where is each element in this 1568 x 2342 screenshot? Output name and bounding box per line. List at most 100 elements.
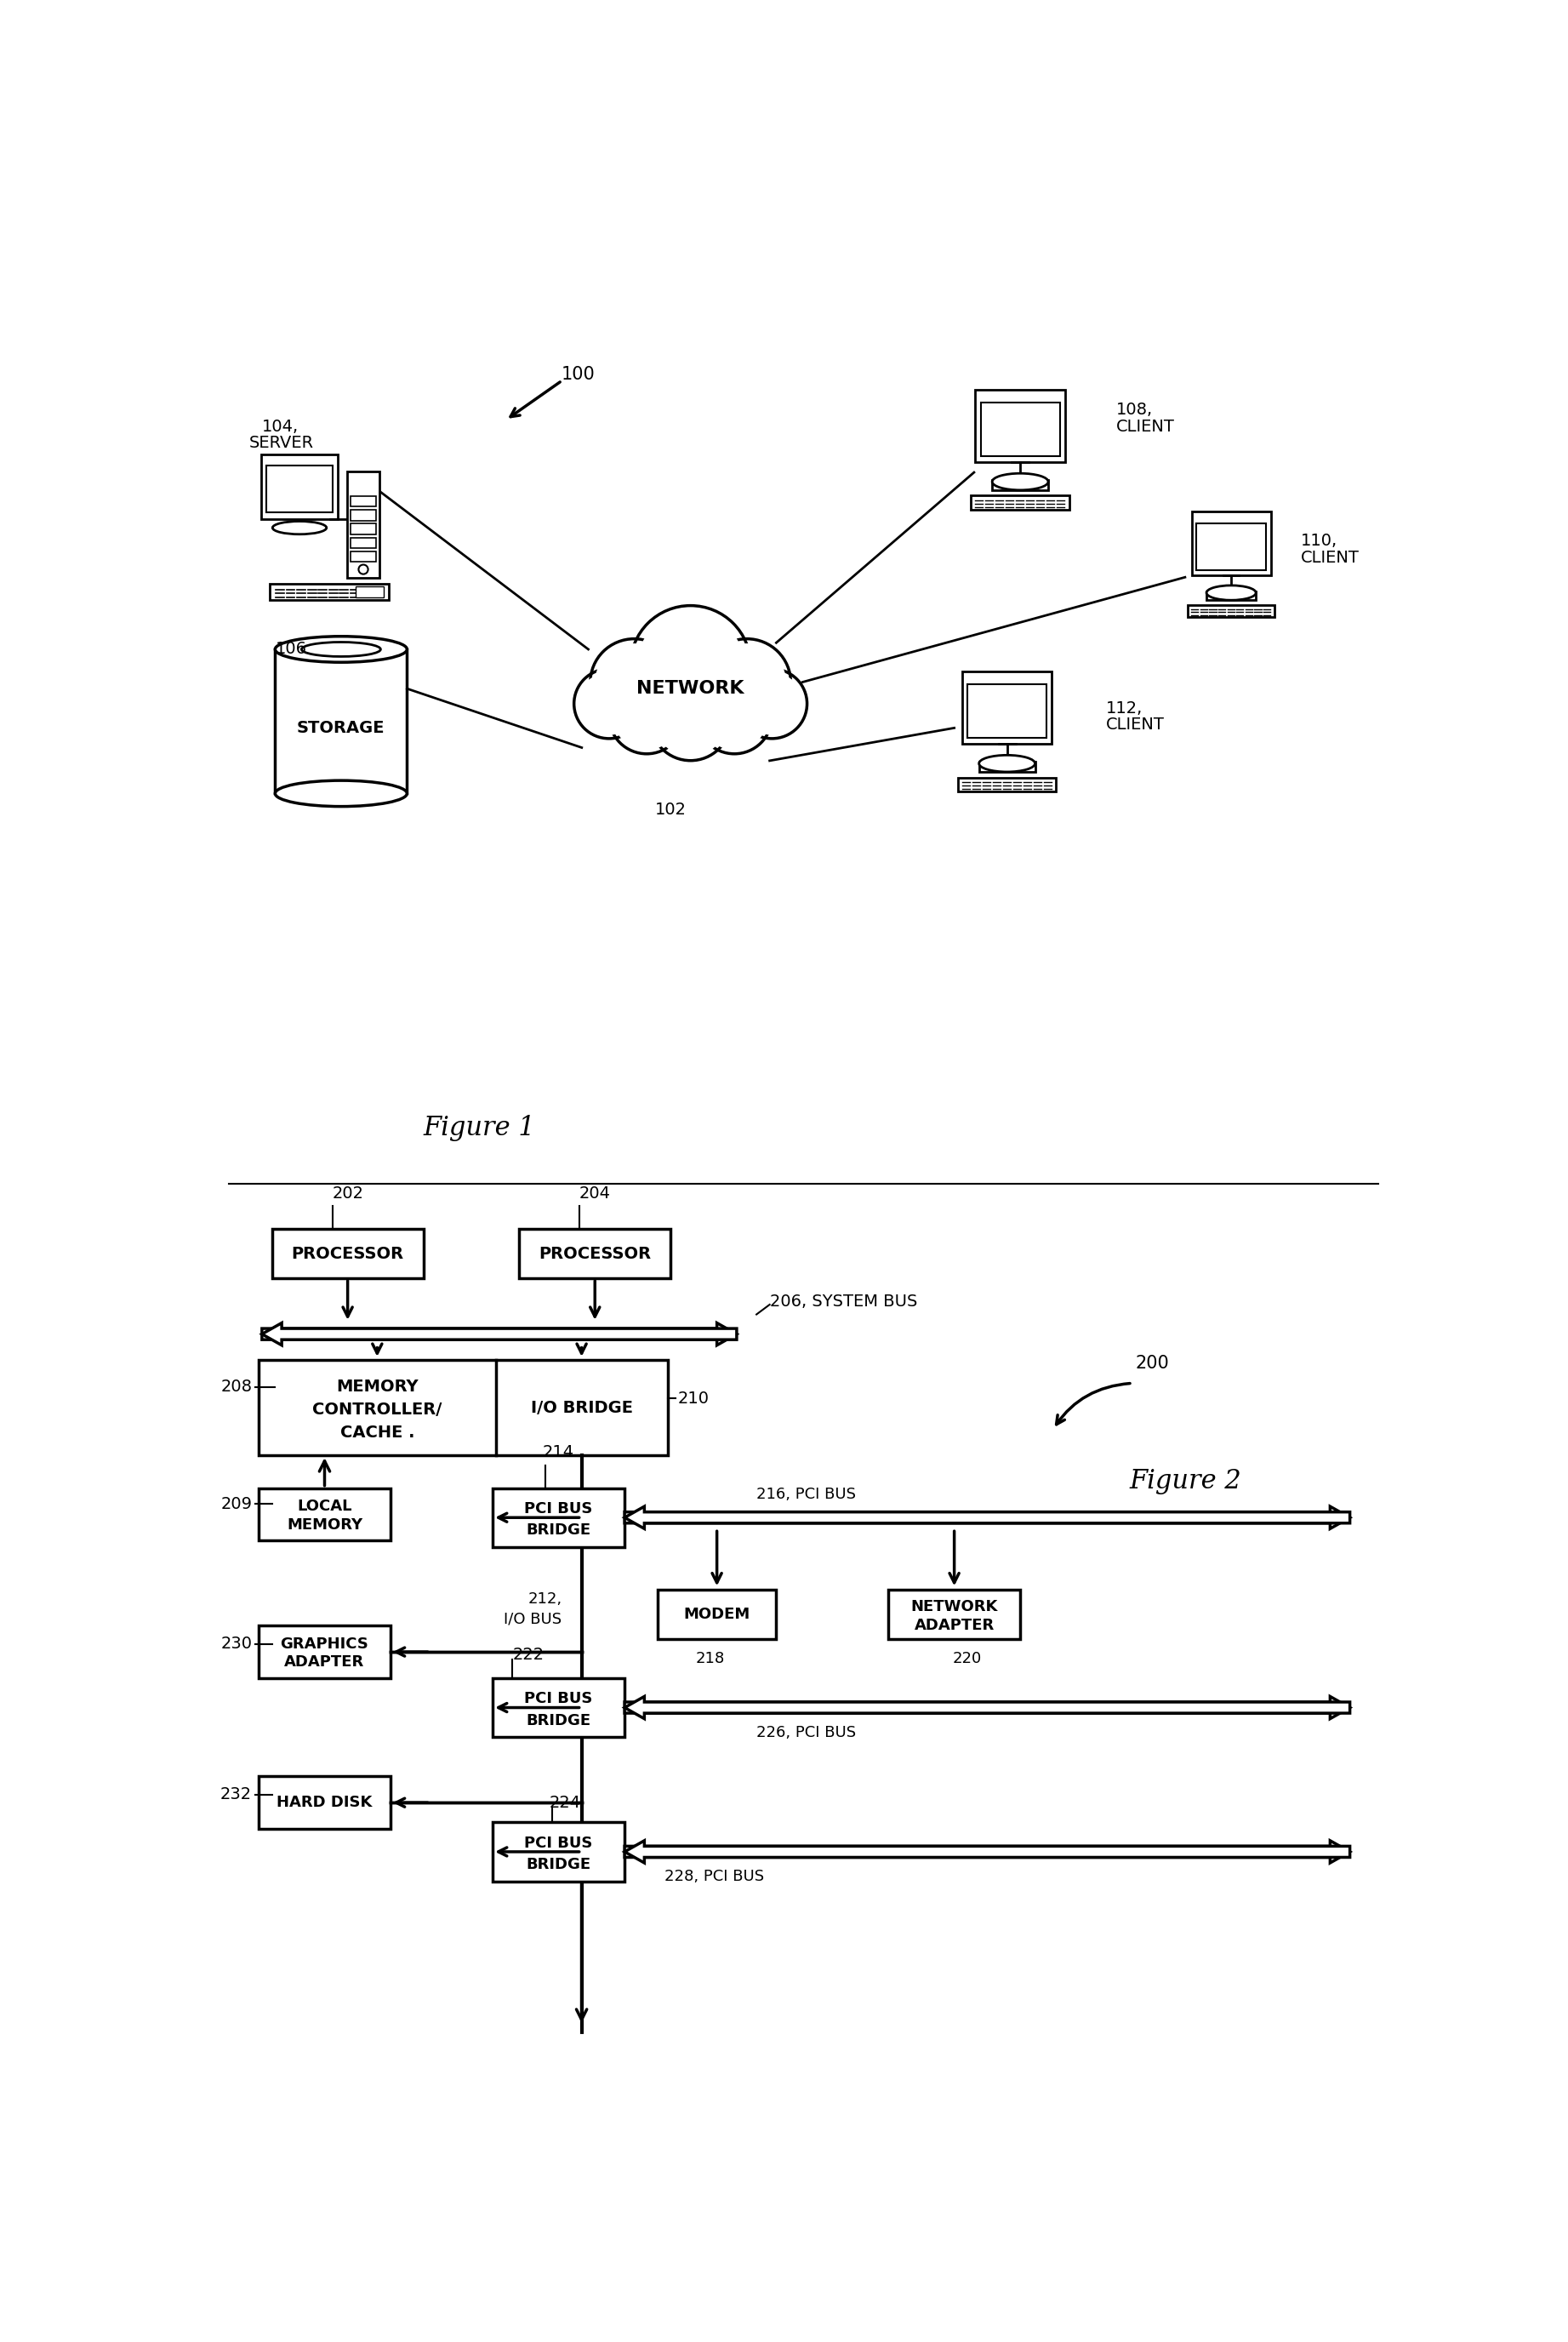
Text: 218: 218 xyxy=(696,1651,724,1665)
Text: 200: 200 xyxy=(1135,1356,1170,1372)
Text: 106: 106 xyxy=(274,642,307,658)
Bar xyxy=(350,497,376,506)
Ellipse shape xyxy=(273,522,326,534)
Bar xyxy=(963,672,1052,745)
FancyArrow shape xyxy=(624,1506,1350,1529)
Bar xyxy=(356,586,384,597)
FancyArrow shape xyxy=(624,1696,1350,1719)
Text: 232: 232 xyxy=(221,1787,252,1803)
Bar xyxy=(958,778,1057,792)
Bar xyxy=(889,1590,1021,1639)
Text: 102: 102 xyxy=(655,801,687,817)
Bar xyxy=(350,511,376,520)
Text: 104,: 104, xyxy=(262,419,298,436)
Text: 202: 202 xyxy=(332,1185,364,1201)
Circle shape xyxy=(742,672,803,735)
Bar xyxy=(267,466,332,513)
Text: SERVER: SERVER xyxy=(249,436,314,452)
Ellipse shape xyxy=(274,780,408,806)
Text: 226, PCI BUS: 226, PCI BUS xyxy=(756,1724,856,1740)
Text: 230: 230 xyxy=(221,1637,252,1651)
Bar xyxy=(492,1822,624,1881)
Text: GRAPHICS: GRAPHICS xyxy=(281,1637,368,1651)
Bar xyxy=(993,480,1049,489)
Text: CLIENT: CLIENT xyxy=(1300,550,1359,567)
Circle shape xyxy=(638,614,743,719)
Text: HARD DISK: HARD DISK xyxy=(278,1794,372,1810)
Bar xyxy=(657,1590,776,1639)
Text: CACHE .: CACHE . xyxy=(340,1424,414,1440)
Text: 110,: 110, xyxy=(1300,534,1338,550)
Ellipse shape xyxy=(301,642,381,656)
Text: PCI BUS: PCI BUS xyxy=(524,1501,593,1515)
Text: 112,: 112, xyxy=(1105,700,1143,717)
Text: Figure 1: Figure 1 xyxy=(423,1115,536,1141)
Text: 222: 222 xyxy=(513,1646,544,1663)
Text: PCI BUS: PCI BUS xyxy=(524,1691,593,1707)
Bar xyxy=(492,1487,624,1548)
Text: Figure 2: Figure 2 xyxy=(1129,1468,1242,1494)
Text: CLIENT: CLIENT xyxy=(1105,717,1165,733)
Text: 108,: 108, xyxy=(1116,403,1152,419)
Text: PCI BUS: PCI BUS xyxy=(524,1836,593,1850)
Text: LOCAL: LOCAL xyxy=(298,1499,351,1513)
Text: 224: 224 xyxy=(549,1794,582,1810)
Text: 206, SYSTEM BUS: 206, SYSTEM BUS xyxy=(770,1293,917,1309)
Bar xyxy=(274,649,408,794)
Text: CONTROLLER/: CONTROLLER/ xyxy=(312,1401,442,1417)
Bar xyxy=(350,550,376,562)
Text: 216, PCI BUS: 216, PCI BUS xyxy=(756,1487,856,1501)
Circle shape xyxy=(709,644,786,721)
Text: 220: 220 xyxy=(953,1651,982,1665)
Bar xyxy=(350,525,376,534)
Text: BRIDGE: BRIDGE xyxy=(527,1712,591,1728)
FancyArrow shape xyxy=(624,1506,1350,1529)
Text: PROCESSOR: PROCESSOR xyxy=(539,1246,651,1262)
Text: STORAGE: STORAGE xyxy=(296,719,386,735)
Circle shape xyxy=(574,670,644,738)
Ellipse shape xyxy=(552,618,828,773)
Ellipse shape xyxy=(1206,586,1256,600)
Bar xyxy=(1206,590,1256,600)
Text: 208: 208 xyxy=(221,1379,252,1396)
Text: 100: 100 xyxy=(561,365,596,382)
FancyArrow shape xyxy=(262,1323,737,1344)
Circle shape xyxy=(579,672,640,735)
Text: MODEM: MODEM xyxy=(684,1607,750,1623)
Text: BRIDGE: BRIDGE xyxy=(527,1857,591,1871)
Circle shape xyxy=(696,679,771,754)
Text: 210: 210 xyxy=(677,1391,709,1408)
Text: I/O BRIDGE: I/O BRIDGE xyxy=(530,1401,632,1417)
Text: MEMORY: MEMORY xyxy=(287,1518,362,1532)
Text: NETWORK: NETWORK xyxy=(637,679,745,698)
Circle shape xyxy=(596,644,673,721)
Circle shape xyxy=(701,684,767,749)
Text: 214: 214 xyxy=(543,1445,574,1459)
Bar xyxy=(971,497,1069,511)
Bar xyxy=(1196,522,1265,571)
Text: PROCESSOR: PROCESSOR xyxy=(292,1246,405,1262)
Text: ADAPTER: ADAPTER xyxy=(914,1618,994,1632)
Circle shape xyxy=(590,639,677,726)
Circle shape xyxy=(630,607,751,726)
Bar xyxy=(260,454,339,520)
FancyArrow shape xyxy=(624,1696,1350,1719)
Bar xyxy=(980,403,1060,457)
Bar xyxy=(967,684,1046,738)
Text: 228, PCI BUS: 228, PCI BUS xyxy=(665,1869,764,1885)
Ellipse shape xyxy=(978,754,1035,773)
Text: ADAPTER: ADAPTER xyxy=(284,1656,365,1670)
Bar xyxy=(259,1625,390,1679)
Bar xyxy=(975,389,1065,461)
FancyArrow shape xyxy=(624,1841,1350,1862)
Bar xyxy=(492,1679,624,1738)
FancyArrow shape xyxy=(624,1841,1350,1862)
Bar xyxy=(271,1230,423,1279)
Bar xyxy=(259,1775,390,1829)
Bar xyxy=(347,471,379,578)
Text: 209: 209 xyxy=(221,1497,252,1513)
Bar xyxy=(519,1230,671,1279)
Ellipse shape xyxy=(274,637,408,663)
Text: MEMORY: MEMORY xyxy=(336,1379,419,1396)
FancyArrow shape xyxy=(262,1323,737,1344)
